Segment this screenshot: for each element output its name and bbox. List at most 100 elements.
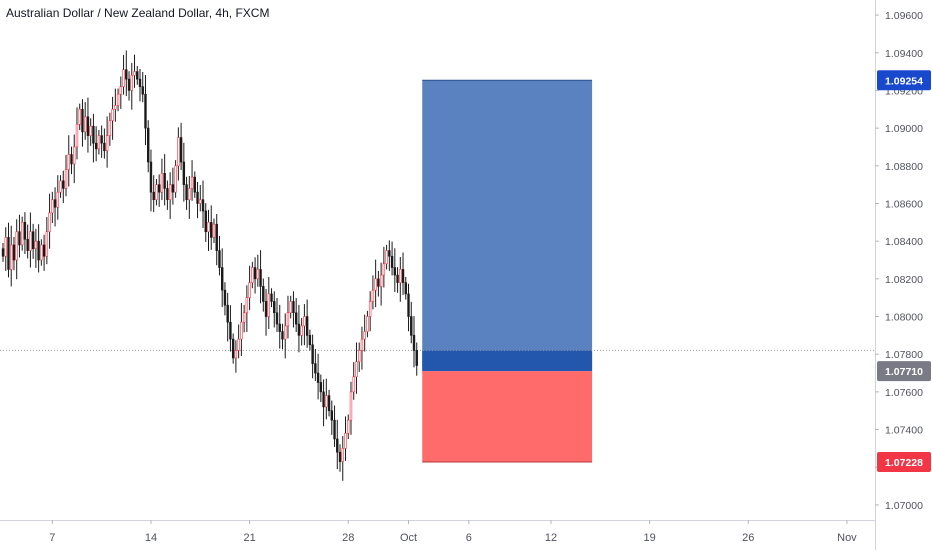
candle-body bbox=[48, 212, 51, 233]
x-tick-label: 7 bbox=[49, 532, 55, 544]
candle bbox=[152, 175, 155, 213]
candle bbox=[130, 62, 133, 110]
candle-body bbox=[125, 69, 128, 80]
candle-body bbox=[7, 237, 10, 270]
candle bbox=[127, 71, 131, 101]
candle-body bbox=[275, 312, 279, 325]
candle-body bbox=[73, 146, 76, 165]
candle-body bbox=[281, 331, 284, 340]
candle-body bbox=[273, 301, 276, 314]
candle-body bbox=[62, 180, 65, 189]
candle-body bbox=[81, 108, 84, 133]
candle-body bbox=[333, 419, 336, 440]
y-tick-label: 1.08400 bbox=[885, 236, 923, 248]
candle bbox=[245, 285, 249, 332]
candle bbox=[264, 289, 268, 336]
candle-body bbox=[327, 395, 331, 412]
candle-body bbox=[382, 263, 386, 276]
candle-body bbox=[259, 269, 262, 287]
candle-body bbox=[29, 231, 32, 251]
candle bbox=[273, 291, 276, 328]
candle bbox=[300, 318, 303, 346]
price-label: 1.09254 bbox=[885, 75, 923, 87]
candle-body bbox=[374, 278, 377, 291]
candle-body bbox=[70, 154, 73, 165]
candle-body bbox=[10, 244, 13, 270]
candle bbox=[390, 241, 394, 276]
candle-body bbox=[404, 282, 407, 295]
candle bbox=[349, 381, 353, 435]
candle-body bbox=[338, 451, 342, 462]
candle-body bbox=[122, 69, 125, 87]
candle-body bbox=[18, 231, 21, 246]
candle-body bbox=[51, 199, 54, 214]
candle-body bbox=[144, 93, 147, 129]
candle bbox=[64, 154, 68, 197]
candle-body bbox=[1, 248, 5, 257]
x-tick-label: 21 bbox=[243, 532, 255, 544]
candle-body bbox=[136, 71, 139, 80]
candle bbox=[42, 234, 46, 271]
candle-body bbox=[15, 231, 18, 261]
candle-body bbox=[152, 191, 155, 201]
candle-body bbox=[393, 267, 397, 276]
candle bbox=[15, 219, 18, 280]
candle-body bbox=[300, 325, 303, 336]
candle bbox=[357, 342, 361, 372]
x-tick-label: 12 bbox=[545, 532, 557, 544]
candle bbox=[53, 187, 57, 227]
candle bbox=[171, 167, 175, 205]
candle bbox=[119, 76, 123, 109]
candle bbox=[160, 158, 164, 201]
candle-body bbox=[133, 71, 136, 76]
candle bbox=[111, 96, 114, 140]
candle bbox=[105, 116, 109, 168]
candle-body bbox=[64, 169, 68, 189]
candle-body bbox=[177, 137, 180, 167]
candle-body bbox=[89, 125, 92, 136]
candle-body bbox=[157, 184, 161, 193]
candle bbox=[97, 130, 101, 155]
candle bbox=[368, 291, 372, 332]
x-tick-label: 19 bbox=[644, 532, 656, 544]
candle bbox=[190, 160, 194, 201]
candle bbox=[84, 102, 87, 140]
candle bbox=[37, 224, 40, 273]
candle-body bbox=[182, 161, 186, 185]
candle bbox=[363, 314, 366, 352]
candle bbox=[379, 262, 383, 306]
candle bbox=[330, 400, 333, 435]
candle-body bbox=[390, 255, 394, 268]
candle bbox=[103, 128, 106, 159]
price-label: 1.07710 bbox=[885, 366, 923, 378]
candle bbox=[251, 261, 254, 289]
candle bbox=[59, 175, 62, 198]
candle bbox=[166, 180, 169, 210]
candle bbox=[125, 50, 128, 97]
price-label-box bbox=[877, 361, 931, 382]
candle-body bbox=[86, 116, 90, 136]
candle-body bbox=[67, 154, 70, 170]
candle bbox=[31, 223, 35, 259]
price-label-box bbox=[877, 451, 931, 472]
candle bbox=[371, 275, 375, 310]
candle-body bbox=[286, 312, 290, 327]
candle-body bbox=[357, 350, 361, 363]
candle-body bbox=[248, 282, 251, 298]
candle-body bbox=[256, 269, 260, 280]
candle-body bbox=[20, 222, 24, 246]
candle bbox=[215, 214, 218, 266]
candle bbox=[352, 362, 355, 400]
candle-body bbox=[201, 199, 205, 212]
candle bbox=[48, 193, 51, 249]
candle-body bbox=[325, 395, 328, 408]
candle bbox=[136, 65, 139, 85]
candle-body bbox=[53, 199, 57, 208]
candle-body bbox=[94, 142, 98, 150]
candle bbox=[399, 256, 402, 302]
candle bbox=[75, 107, 79, 160]
candle bbox=[374, 259, 377, 308]
candle-body bbox=[179, 137, 183, 163]
candle-body bbox=[270, 293, 273, 302]
